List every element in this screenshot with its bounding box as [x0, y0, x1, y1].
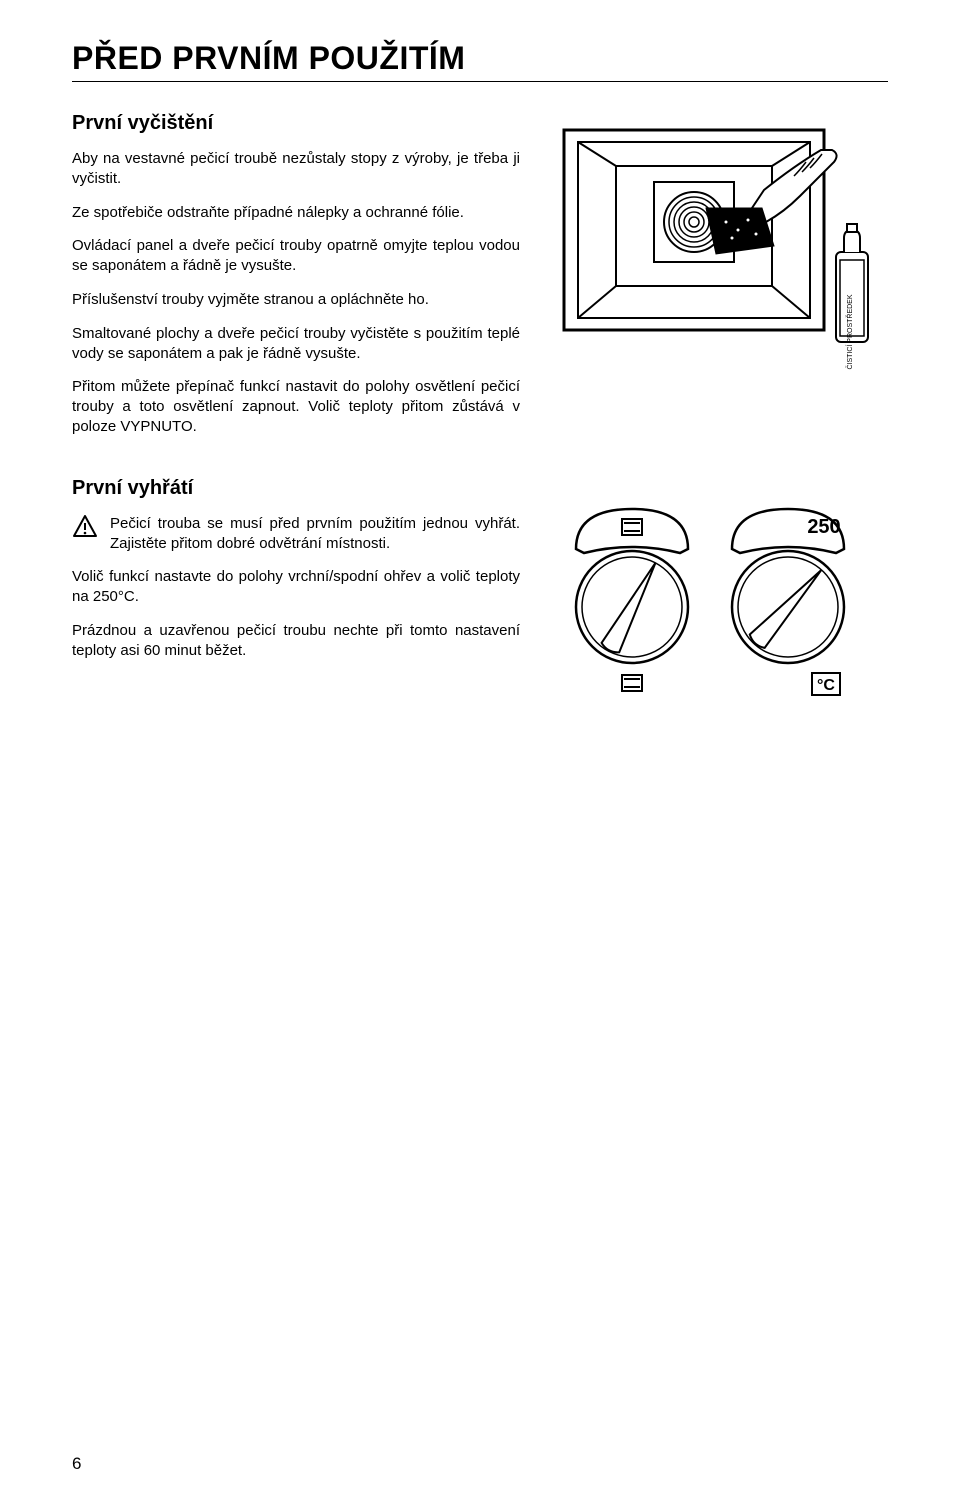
section2-p1: Volič funkcí nastavte do polohy vrchní/s…	[72, 567, 520, 607]
section2-warning-text: Pečicí trouba se musí před prvním použit…	[110, 514, 520, 554]
heading-rule	[72, 81, 888, 82]
section2-title: První vyhřátí	[72, 477, 520, 500]
section1-p3: Ovládací panel a dveře pečicí trouby opa…	[72, 236, 520, 276]
bottle-label-line1: ČISTICÍ PROSTŘEDEK	[845, 294, 854, 369]
section1-p2: Ze spotřebiče odstraňte případné nálepky…	[72, 203, 520, 223]
section1-p4: Příslušenství trouby vyjměte stranou a o…	[72, 290, 520, 310]
section1-p1: Aby na vestavné pečicí troubě nezůstaly …	[72, 149, 520, 189]
section-first-cleaning: První vyčištění Aby na vestavné pečicí t…	[72, 112, 888, 451]
section1-p5: Smaltované plochy a dveře pečicí trouby …	[72, 324, 520, 364]
oven-cleaning-illustration: ČISTICÍ PROSTŘEDEK	[556, 112, 876, 372]
oven-knobs-illustration: 250 °C	[556, 477, 876, 707]
warning-icon	[72, 514, 98, 538]
page-title: PŘED PRVNÍM POUŽITÍM	[72, 40, 888, 77]
section-first-heating: První vyhřátí Pečicí trouba se musí před…	[72, 477, 888, 707]
section2-p2: Prázdnou a uzavřenou pečicí troubu necht…	[72, 621, 520, 661]
page-number: 6	[72, 1454, 81, 1474]
section1-p6: Přitom můžete přepínač funkcí nastavit d…	[72, 377, 520, 436]
knob-temp-unit: °C	[817, 677, 835, 694]
knob-temp-value: 250	[807, 516, 840, 538]
section1-title: První vyčištění	[72, 112, 520, 135]
